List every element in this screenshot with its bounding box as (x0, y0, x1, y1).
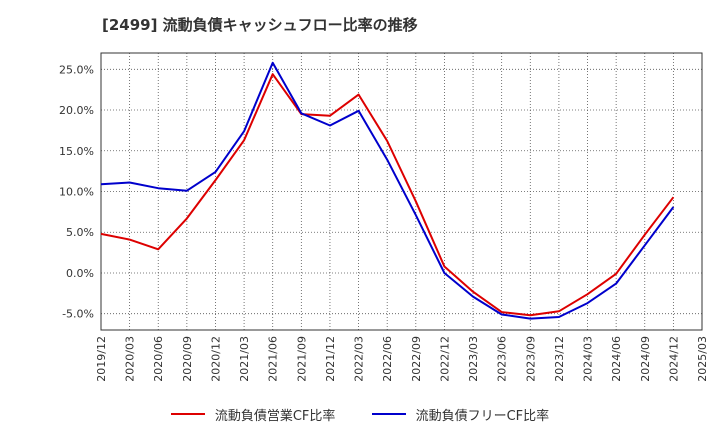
x-tick-label: 2023/03 (467, 336, 480, 382)
x-tick-label: 2024/06 (610, 336, 623, 382)
legend-item-free-cf: 流動負債フリーCF比率 (371, 405, 550, 424)
x-tick-label: 2023/06 (496, 336, 509, 382)
x-tick-label: 2020/09 (181, 336, 194, 382)
legend-label-operating-cf: 流動負債営業CF比率 (214, 408, 336, 424)
x-tick-label: 2023/12 (553, 336, 566, 382)
y-tick-label: 10.0% (59, 186, 94, 199)
series-layer (100, 61, 675, 320)
x-tick-label: 2022/03 (353, 336, 366, 382)
x-tick-label: 2023/09 (524, 336, 537, 382)
x-axis-tick-labels: 2019/12 2020/03 2020/06 2020/09 2020/12 2021/… (95, 336, 709, 382)
x-tick-label: 2020/06 (152, 336, 165, 382)
grid-lines (101, 53, 702, 330)
legend-swatch-red-line (170, 413, 205, 415)
y-tick-label: 15.0% (59, 145, 94, 158)
legend-swatch-blue-line (371, 413, 406, 415)
y-tick-label: 5.0% (66, 226, 94, 239)
legend-item-operating-cf: 流動負債営業CF比率 (170, 405, 336, 424)
x-tick-label: 2020/12 (209, 336, 222, 382)
x-tick-label: 2024/12 (667, 336, 680, 382)
x-tick-label: 2021/06 (267, 336, 280, 382)
x-tick-label: 2025/03 (696, 336, 709, 382)
x-tick-label: 2021/12 (324, 336, 337, 382)
x-tick-label: 2024/03 (582, 336, 595, 382)
x-tick-label: 2019/12 (95, 336, 108, 382)
y-tick-label: 20.0% (59, 104, 94, 117)
legend-label-free-cf: 流動負債フリーCF比率 (415, 408, 550, 424)
legend: 流動負債営業CF比率 流動負債フリーCF比率 (0, 404, 720, 424)
chart-title: [2499] 流動負債キャッシュフロー比率の推移 (102, 16, 418, 34)
y-axis-tick-labels: 25.0% 20.0% 15.0% 10.0% 5.0% 0.0% -5.0% (59, 63, 94, 320)
x-tick-label: 2020/03 (124, 336, 137, 382)
y-tick-label: 25.0% (59, 63, 94, 76)
x-tick-label: 2021/09 (295, 336, 308, 382)
x-tick-label: 2022/09 (410, 336, 423, 382)
x-tick-label: 2024/09 (639, 336, 652, 382)
series-line-1 (100, 61, 675, 320)
x-tick-label: 2021/03 (238, 336, 251, 382)
x-tick-label: 2022/06 (381, 336, 394, 382)
plot-frame (100, 52, 703, 331)
series-line-0 (100, 73, 675, 317)
x-tick-label: 2022/12 (438, 336, 451, 382)
y-tick-label: -5.0% (62, 308, 94, 321)
y-tick-label: 0.0% (66, 267, 94, 280)
